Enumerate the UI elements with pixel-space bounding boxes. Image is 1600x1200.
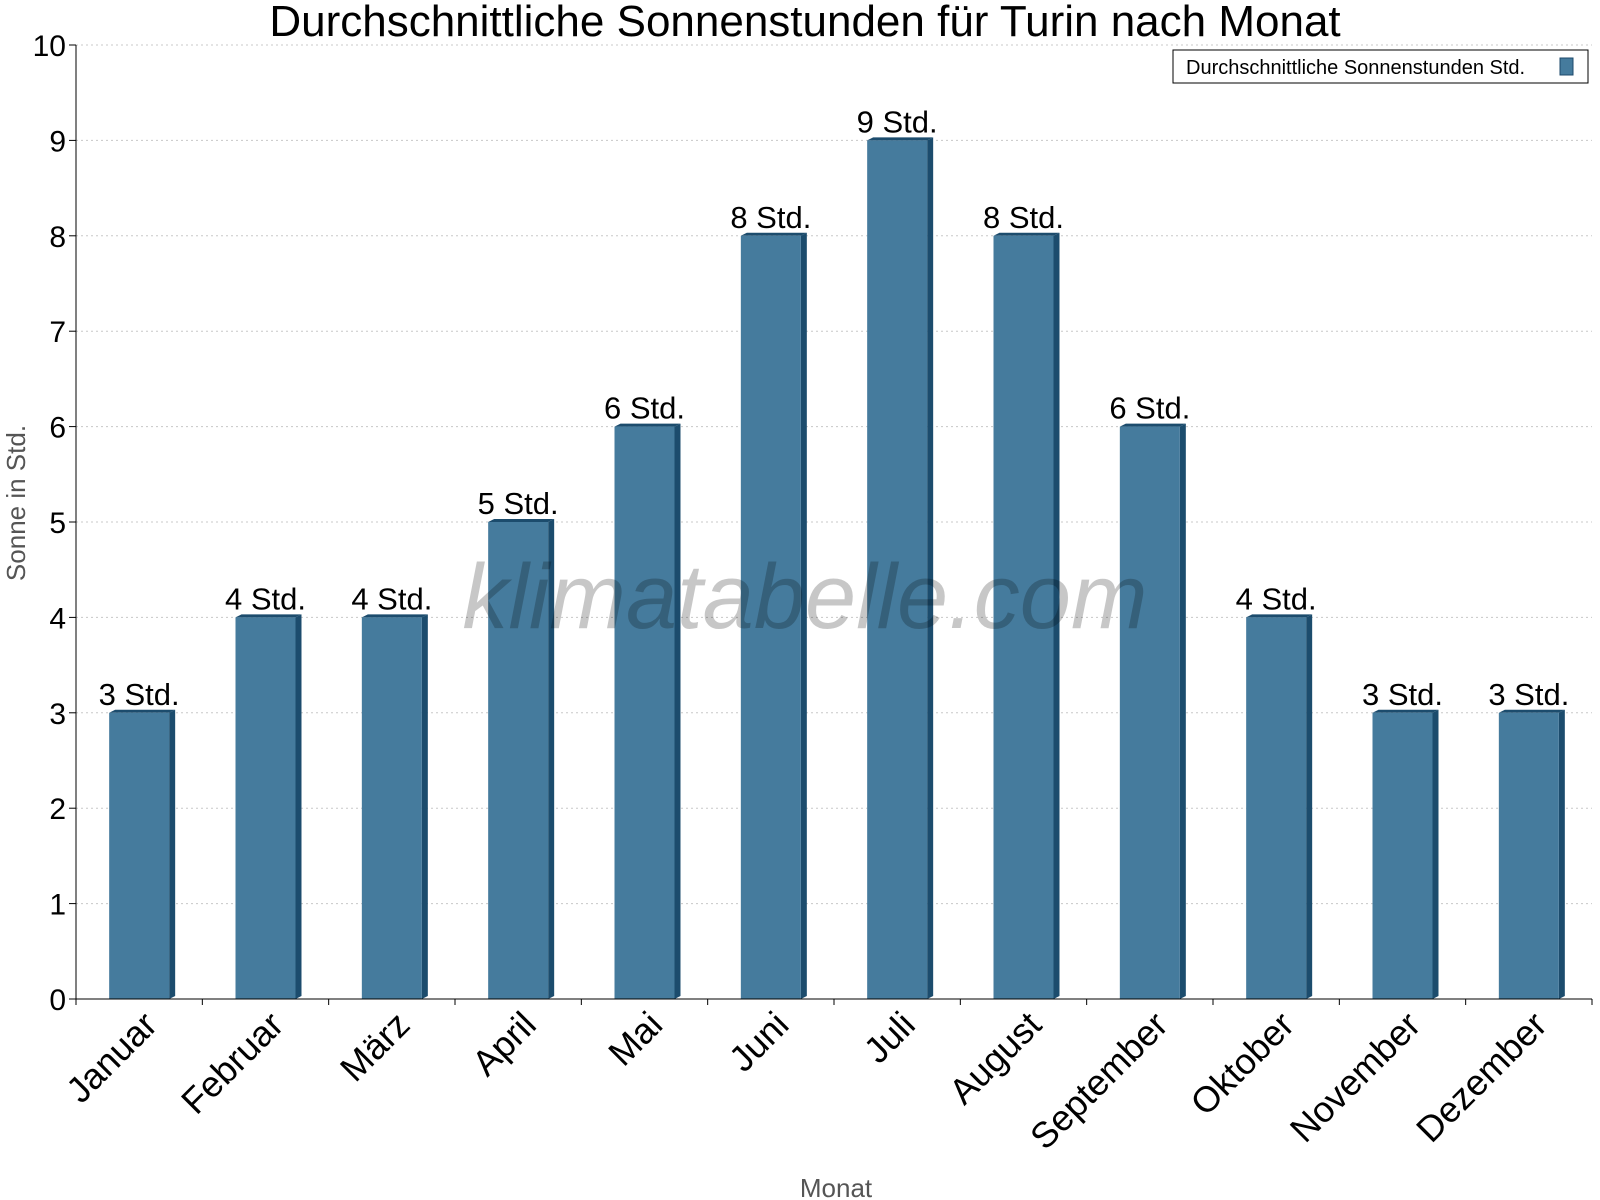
y-tick-label: 7 [49, 316, 66, 349]
bar-face [109, 712, 170, 999]
bar-top [235, 614, 302, 618]
bar-side [421, 614, 428, 999]
x-tick-label: Mai [600, 1004, 670, 1074]
x-axis-title: Monat [800, 1173, 873, 1200]
legend-box [1172, 49, 1589, 84]
bar-top [740, 232, 807, 236]
bar-face [867, 140, 928, 999]
bar-value-label: 6 Std. [1109, 391, 1190, 426]
bar-face [1498, 712, 1559, 999]
bar-value-label: 3 Std. [1488, 677, 1569, 712]
y-tick-labels: 0 1 2 3 4 5 6 7 8 9 10 [33, 30, 66, 1017]
bar-value-label: 8 Std. [730, 200, 811, 235]
bar-value-label: 4 Std. [1236, 581, 1317, 616]
bar-dezember [1498, 709, 1565, 999]
watermark: klimatabelle.com [462, 546, 1147, 648]
bar-top [488, 519, 555, 522]
x-tick-label: Dezember [1408, 1004, 1554, 1150]
bar-januar [109, 709, 176, 999]
y-tick-label: 10 [33, 30, 66, 63]
bar-face [993, 235, 1054, 1000]
legend-swatch [1559, 57, 1574, 76]
bar-top [614, 423, 681, 427]
y-tick-label: 5 [49, 507, 66, 540]
y-tick-label: 8 [49, 221, 66, 254]
bar-juli [867, 137, 934, 999]
bar-top [867, 137, 934, 141]
bar-side [800, 232, 807, 1000]
bar-april [488, 519, 555, 999]
bar-top [1498, 709, 1565, 713]
x-tick-label: August [941, 1004, 1049, 1112]
y-tick-label: 1 [49, 889, 66, 922]
bar-face [361, 617, 422, 999]
bar-face [1246, 617, 1307, 999]
x-tick-label: Juni [721, 1004, 797, 1080]
x-tick-label: Oktober [1182, 1004, 1302, 1124]
bar-top [1246, 614, 1313, 618]
y-tick-label: 2 [49, 793, 66, 826]
bar-top [361, 614, 428, 618]
bar-top [993, 232, 1060, 236]
bar-value-label: 3 Std. [99, 677, 180, 712]
bar-mai [614, 423, 681, 1000]
x-tick-label: November [1282, 1004, 1428, 1150]
bar-value-labels: 3 Std. 4 Std. 4 Std. 5 Std. 6 Std. 8 Std. 9 St… [99, 104, 1570, 711]
y-axis-title: Sonne in Std. [1, 425, 31, 581]
bar-value-label: 4 Std. [225, 581, 306, 616]
bar-november [1372, 709, 1439, 999]
bar-side [548, 519, 555, 999]
y-tick-label: 3 [49, 698, 66, 731]
axes [69, 44, 1593, 1005]
bar-side [1558, 709, 1565, 999]
bar-face [1119, 426, 1180, 1000]
bar-side [295, 614, 302, 999]
y-tick-label: 4 [49, 602, 66, 635]
chart-title: Durchschnittliche Sonnenstunden für Turi… [269, 0, 1340, 46]
bars [109, 137, 1565, 1000]
x-tick-label: September [1022, 1004, 1176, 1158]
bar-august [993, 232, 1060, 1000]
bar-value-label: 8 Std. [983, 200, 1064, 235]
bar-value-label: 5 Std. [478, 486, 559, 521]
bar-februar [235, 614, 302, 999]
bar-top [109, 709, 176, 713]
x-tick-label: Juli [856, 1004, 923, 1071]
bar-face [488, 522, 549, 999]
x-tick-labels: Januar Februar März April Mai Juni Juli AugustS… [58, 1004, 1555, 1158]
y-tick-label: 9 [49, 125, 66, 158]
bar-top [1372, 709, 1439, 713]
bar-value-label: 3 Std. [1362, 677, 1443, 712]
bar-face [235, 617, 296, 999]
bar-value-label: 6 Std. [604, 391, 685, 426]
bar-face [740, 235, 801, 1000]
bar-september [1119, 423, 1186, 1000]
bar-face [1372, 712, 1433, 999]
bar-side [1432, 709, 1439, 999]
bar-side [1053, 232, 1060, 1000]
y-tick-label: 6 [49, 412, 66, 445]
bar-side [674, 423, 681, 1000]
x-tick-label: Januar [58, 1004, 165, 1111]
bar-face [614, 426, 675, 1000]
x-tick-label: März [332, 1004, 418, 1090]
bar-juni [740, 232, 807, 1000]
bar-side [1306, 614, 1313, 999]
bar-oktober [1246, 614, 1313, 999]
legend: Durchschnittliche Sonnenstunden Std. [1172, 49, 1589, 84]
gridlines [76, 44, 1592, 905]
bar-value-label: 9 Std. [857, 104, 938, 139]
y-tick-label: 0 [49, 984, 66, 1017]
bar-value-label: 4 Std. [351, 581, 432, 616]
bar-märz [361, 614, 428, 999]
bar-side [1179, 423, 1186, 1000]
x-tick-label: April [464, 1004, 544, 1084]
bar-top [1119, 423, 1186, 427]
bar-side [927, 137, 934, 999]
legend-label: Durchschnittliche Sonnenstunden Std. [1186, 57, 1525, 79]
bar-side [169, 709, 176, 999]
x-tick-label: Februar [173, 1004, 291, 1122]
